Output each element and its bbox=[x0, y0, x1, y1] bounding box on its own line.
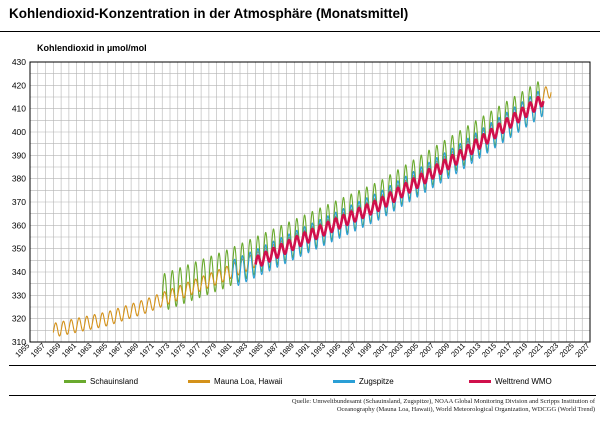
y-tick-label: 360 bbox=[12, 220, 26, 230]
x-tick-label: 2017 bbox=[495, 341, 513, 359]
y-tick-label: 430 bbox=[12, 57, 26, 67]
top-rule bbox=[0, 31, 600, 32]
legend-label-schauinsland: Schauinsland bbox=[90, 376, 139, 386]
x-tick-label: 2023 bbox=[542, 341, 560, 359]
y-tick-label: 400 bbox=[12, 127, 26, 137]
source-line-2: Oceanography (Mauna Loa, Hawaii), World … bbox=[336, 406, 595, 413]
y-tick-label: 410 bbox=[12, 104, 26, 114]
y-tick-label: 330 bbox=[12, 290, 26, 300]
x-tick-label: 1989 bbox=[278, 341, 296, 359]
y-axis-label: Kohlendioxid in µmol/mol bbox=[37, 43, 147, 53]
x-tick-label: 1975 bbox=[169, 341, 187, 359]
x-tick-label: 1995 bbox=[324, 341, 342, 359]
source-note: Quelle: Umweltbundesamt (Schauinsland, Z… bbox=[265, 398, 595, 414]
x-tick-label: 1987 bbox=[262, 341, 280, 359]
y-tick-label: 420 bbox=[12, 80, 26, 90]
x-tick-label: 2019 bbox=[511, 341, 529, 359]
legend-item-mauna-loa: Mauna Loa, Hawaii bbox=[188, 376, 282, 386]
x-tick-label: 1977 bbox=[184, 341, 202, 359]
legend-item-zugspitze: Zugspitze bbox=[333, 376, 394, 386]
y-tick-label: 380 bbox=[12, 174, 26, 184]
plot-frame bbox=[29, 61, 591, 343]
x-tick-label: 2011 bbox=[449, 341, 467, 359]
x-tick-label: 1967 bbox=[107, 341, 125, 359]
legend-swatch-zugspitze bbox=[333, 379, 355, 383]
x-tick-label: 1965 bbox=[91, 341, 109, 359]
legend-swatch-schauinsland bbox=[64, 379, 86, 383]
y-tick-label: 370 bbox=[12, 197, 26, 207]
x-tick-label: 1959 bbox=[44, 341, 62, 359]
legend-top-rule bbox=[9, 365, 596, 366]
x-tick-label: 1991 bbox=[293, 341, 311, 359]
y-tick-labels: 310 320 330 340 350 360 370 380 390 400 410 420 430 bbox=[12, 57, 26, 347]
x-tick-label: 1981 bbox=[215, 341, 233, 359]
legend-label-mauna-loa: Mauna Loa, Hawaii bbox=[214, 376, 283, 386]
x-tick-label: 2025 bbox=[558, 341, 576, 359]
x-tick-label: 1979 bbox=[200, 341, 218, 359]
y-tick-label: 390 bbox=[12, 150, 26, 160]
y-tick-label: 320 bbox=[12, 314, 26, 324]
x-tick-label: 1997 bbox=[340, 341, 358, 359]
legend-swatch-welttrend-wmo bbox=[469, 379, 491, 383]
x-tick-label: 2015 bbox=[480, 341, 498, 359]
y-tick-label: 350 bbox=[12, 244, 26, 254]
x-tick-label: 1971 bbox=[138, 341, 156, 359]
x-tick-label: 2009 bbox=[433, 341, 451, 359]
x-tick-label: 2013 bbox=[464, 341, 482, 359]
x-tick-label: 2027 bbox=[573, 341, 591, 359]
x-tick-label: 2021 bbox=[527, 341, 545, 359]
x-tick-label: 2003 bbox=[387, 341, 405, 359]
chart-title: Kohlendioxid-Konzentration in der Atmosp… bbox=[9, 6, 409, 21]
x-tick-label: 1957 bbox=[29, 341, 47, 359]
x-tick-label: 1963 bbox=[75, 341, 93, 359]
x-tick-label: 2001 bbox=[371, 341, 389, 359]
x-tick-label: 1983 bbox=[231, 341, 249, 359]
series-lines bbox=[52, 81, 552, 337]
legend-label-welttrend-wmo: Welttrend WMO bbox=[495, 376, 552, 386]
x-tick-label: 2007 bbox=[418, 341, 436, 359]
y-tick-label: 310 bbox=[12, 337, 26, 347]
x-tick-labels: 1955195719591961196319651967196919711973… bbox=[13, 341, 591, 359]
x-tick-label: 1969 bbox=[122, 341, 140, 359]
legend-item-schauinsland: Schauinsland bbox=[64, 376, 138, 386]
series-line-schauinsland bbox=[161, 81, 544, 310]
series-line-welttrend-wmo bbox=[254, 95, 545, 267]
legend-item-welttrend-wmo: Welttrend WMO bbox=[469, 376, 552, 386]
x-tick-label: 1999 bbox=[355, 341, 373, 359]
x-tick-label: 1973 bbox=[153, 341, 171, 359]
x-tick-label: 1985 bbox=[247, 341, 265, 359]
source-line-1: Quelle: Umweltbundesamt (Schauinsland, Z… bbox=[291, 398, 595, 405]
legend-label-zugspitze: Zugspitze bbox=[359, 376, 394, 386]
x-tick-label: 2005 bbox=[402, 341, 420, 359]
legend-bottom-rule bbox=[9, 395, 596, 396]
legend-swatch-mauna-loa bbox=[188, 379, 210, 383]
x-tick-label: 1993 bbox=[309, 341, 327, 359]
x-tick-label: 1961 bbox=[60, 341, 78, 359]
y-tick-label: 340 bbox=[12, 267, 26, 277]
